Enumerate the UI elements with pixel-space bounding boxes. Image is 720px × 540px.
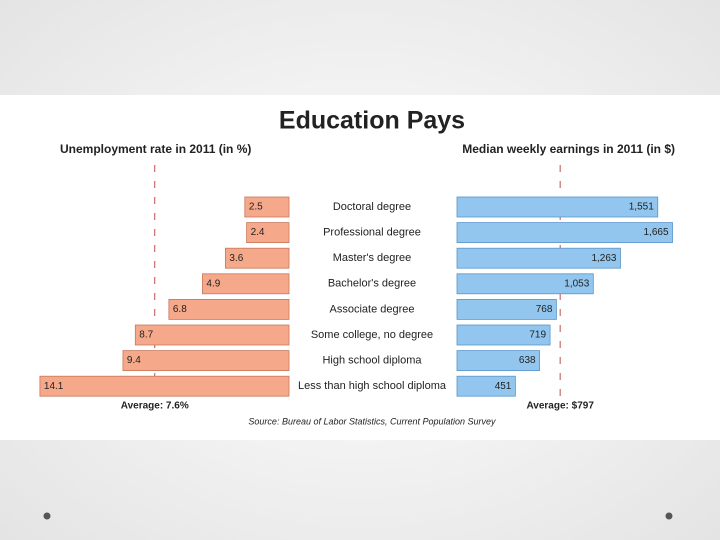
value-label: 14.1 [44, 381, 64, 392]
value-label: 1,263 [591, 253, 616, 264]
bar [456, 298, 557, 320]
average-label: Average: $797 [526, 401, 594, 412]
category-label: Some college, no degree [311, 329, 433, 341]
source: Source: Bureau of Labor Statistics, Curr… [248, 416, 496, 426]
bullet [43, 512, 51, 520]
average-label: Average: 7.6% [121, 401, 189, 412]
chart-title: Education Pays [279, 107, 465, 135]
bar [456, 375, 516, 397]
value-label: 8.7 [139, 330, 153, 341]
category-label: Bachelor's degree [328, 278, 416, 290]
bar [122, 350, 290, 372]
bar [202, 273, 290, 295]
bar [224, 247, 290, 269]
bar [456, 196, 659, 218]
value-label: 2.5 [249, 202, 263, 213]
category-label: Master's degree [333, 252, 412, 264]
value-label: 1,551 [629, 202, 654, 213]
value-label: 768 [536, 304, 553, 315]
bar [39, 375, 290, 397]
value-label: 3.6 [229, 253, 243, 264]
value-label: 719 [529, 330, 546, 341]
bar [456, 324, 551, 346]
bar [456, 350, 540, 372]
bar [168, 298, 290, 320]
category-label: Associate degree [330, 303, 415, 315]
value-label: 1,665 [643, 227, 668, 238]
value-label: 2.4 [251, 227, 265, 238]
bar [456, 273, 594, 295]
value-label: 6.8 [173, 304, 187, 315]
bar [244, 196, 290, 218]
category-label: Professional degree [323, 227, 421, 239]
value-label: 638 [519, 355, 536, 366]
value-label: 4.9 [206, 278, 220, 289]
bar [246, 222, 290, 244]
value-label: 9.4 [127, 355, 141, 366]
value-label: 451 [495, 381, 512, 392]
bar [456, 247, 621, 269]
category-label: Doctoral degree [333, 201, 411, 213]
bar [456, 222, 673, 244]
bullet [665, 512, 673, 520]
category-label: Less than high school diploma [298, 380, 447, 392]
value-label: 1,053 [564, 278, 589, 289]
right-title: Median weekly earnings in 2011 (in $) [462, 142, 675, 156]
left-title: Unemployment rate in 2011 (in %) [60, 142, 251, 156]
category-label: High school diploma [322, 355, 422, 367]
bar [134, 324, 290, 346]
